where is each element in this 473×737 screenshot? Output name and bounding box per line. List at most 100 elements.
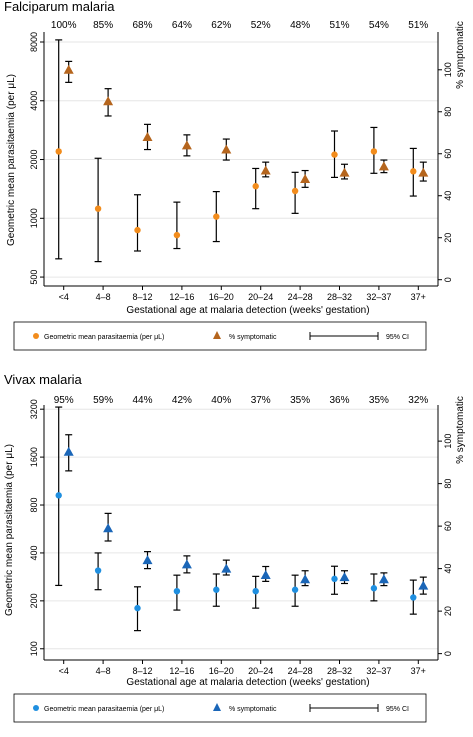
data-point-symptomatic <box>142 555 153 565</box>
data-point-symptomatic <box>103 523 114 533</box>
percent-label: 52% <box>251 20 271 31</box>
data-point-parasitaemia <box>370 148 378 155</box>
legend-circle-marker <box>33 333 39 339</box>
data-point-parasitaemia <box>94 205 102 212</box>
percent-label: 100% <box>51 20 77 31</box>
data-point-parasitaemia <box>291 586 299 593</box>
data-point-symptomatic <box>418 580 429 590</box>
data-point-parasitaemia <box>252 587 259 595</box>
y-axis-label-left: Geometric mean parasitaemia (per μL) <box>4 444 15 616</box>
legend-circle-marker <box>33 705 39 711</box>
data-point-parasitaemia <box>410 594 417 601</box>
x-tick-label: <4 <box>59 292 69 302</box>
y-tick-label-left: 500 <box>29 270 39 285</box>
data-point-symptomatic <box>300 574 311 584</box>
y-tick-label-left: 400 <box>29 545 39 560</box>
data-point-symptomatic <box>378 161 389 171</box>
data-point-symptomatic <box>300 173 311 183</box>
legend-box <box>13 321 427 351</box>
legend-label-ci: 95% CI <box>386 334 409 341</box>
x-tick-label: 12–16 <box>169 666 194 676</box>
percent-label: 37% <box>251 395 271 406</box>
y-axis-label-right: % symptomatic <box>455 21 466 89</box>
data-point-symptomatic <box>260 570 271 579</box>
y-tick-label-right: 40 <box>443 191 453 201</box>
percent-label: 35% <box>290 395 310 406</box>
y-tick-label-right: 80 <box>443 107 453 117</box>
data-point-parasitaemia <box>55 148 62 155</box>
percent-label: 54% <box>369 20 389 31</box>
data-point-parasitaemia <box>213 213 220 220</box>
x-tick-label: 32–37 <box>366 666 391 676</box>
panel-title: Falciparum malaria <box>4 0 115 14</box>
percent-label: 95% <box>54 395 74 406</box>
percent-label: 85% <box>93 20 113 31</box>
y-tick-label-right: 100 <box>443 434 453 449</box>
panel-falciparum: Falciparum malaria Gestational age at ma… <box>4 0 466 351</box>
data-point-parasitaemia <box>173 587 181 595</box>
data-point-symptomatic <box>181 559 192 569</box>
panel-title: Vivax malaria <box>4 372 83 387</box>
data-point-symptomatic <box>221 144 232 154</box>
data-point-parasitaemia <box>173 231 181 239</box>
x-tick-label: 16–20 <box>209 292 234 302</box>
y-tick-label-left: 100 <box>29 641 39 656</box>
percent-label: 35% <box>369 395 389 406</box>
x-tick-label: 24–28 <box>288 292 313 302</box>
x-tick-label: 37+ <box>411 666 426 676</box>
x-tick-label: 12–16 <box>169 292 194 302</box>
data-point-symptomatic <box>339 572 350 582</box>
x-tick-label: 16–20 <box>209 666 234 676</box>
legend-triangle-marker <box>213 331 221 339</box>
y-tick-label-right: 20 <box>443 233 453 243</box>
y-tick-label-left: 2000 <box>29 150 39 170</box>
data-point-parasitaemia <box>291 187 299 195</box>
data-point-parasitaemia <box>134 604 141 612</box>
x-tick-label: 20–24 <box>248 292 273 302</box>
y-tick-label-left: 3200 <box>29 399 39 419</box>
data-point-symptomatic <box>103 96 114 106</box>
percent-label: 59% <box>93 395 113 406</box>
data-point-parasitaemia <box>134 226 141 234</box>
y-tick-label-right: 100 <box>443 62 453 77</box>
data-point-symptomatic <box>142 131 153 141</box>
x-tick-label: 4–8 <box>96 292 111 302</box>
legend-ci-symbol <box>309 332 379 340</box>
percent-label: 64% <box>172 20 192 31</box>
data-point-symptomatic <box>221 563 232 573</box>
legend-label-ci: 95% CI <box>386 706 409 713</box>
y-axis-label-left: Geometric mean parasitaemia (per μL) <box>6 74 17 246</box>
legend-label-symptomatic: % symptomatic <box>229 334 277 341</box>
x-tick-label: 8–12 <box>132 292 152 302</box>
data-point-parasitaemia <box>331 575 338 583</box>
legend-triangle-marker <box>213 703 221 711</box>
percent-label: 42% <box>172 395 192 406</box>
legend-box <box>13 693 427 723</box>
y-tick-label-right: 80 <box>443 479 453 489</box>
legend-label-parasitaemia: Geometric mean parasitaemia (per μL) <box>44 706 164 713</box>
x-axis-label: Gestational age at malaria detection (we… <box>126 677 369 688</box>
x-tick-label: 28–32 <box>327 292 352 302</box>
data-point-symptomatic <box>63 64 74 74</box>
x-tick-label: 24–28 <box>288 666 313 676</box>
data-point-symptomatic <box>63 446 74 456</box>
y-tick-label-left: 1000 <box>29 208 39 228</box>
data-point-parasitaemia <box>252 183 259 190</box>
y-tick-label-right: 0 <box>443 277 453 282</box>
percent-label: 36% <box>329 395 349 406</box>
y-axis-label-right: % symptomatic <box>455 396 466 464</box>
y-tick-label-left: 200 <box>29 593 39 608</box>
legend-label-parasitaemia: Geometric mean parasitaemia (per μL) <box>44 334 164 341</box>
x-tick-label: 8–12 <box>132 666 152 676</box>
data-point-parasitaemia <box>213 586 220 593</box>
percent-label: 51% <box>408 20 428 31</box>
y-tick-label-right: 0 <box>443 651 453 656</box>
y-tick-label-right: 20 <box>443 606 453 616</box>
data-point-symptomatic <box>260 165 271 175</box>
data-point-parasitaemia <box>55 492 62 499</box>
x-axis-label: Gestational age at malaria detection (we… <box>126 305 369 316</box>
percent-label: 68% <box>132 20 152 31</box>
percent-label: 32% <box>408 395 428 406</box>
legend-label-symptomatic: % symptomatic <box>229 706 277 713</box>
